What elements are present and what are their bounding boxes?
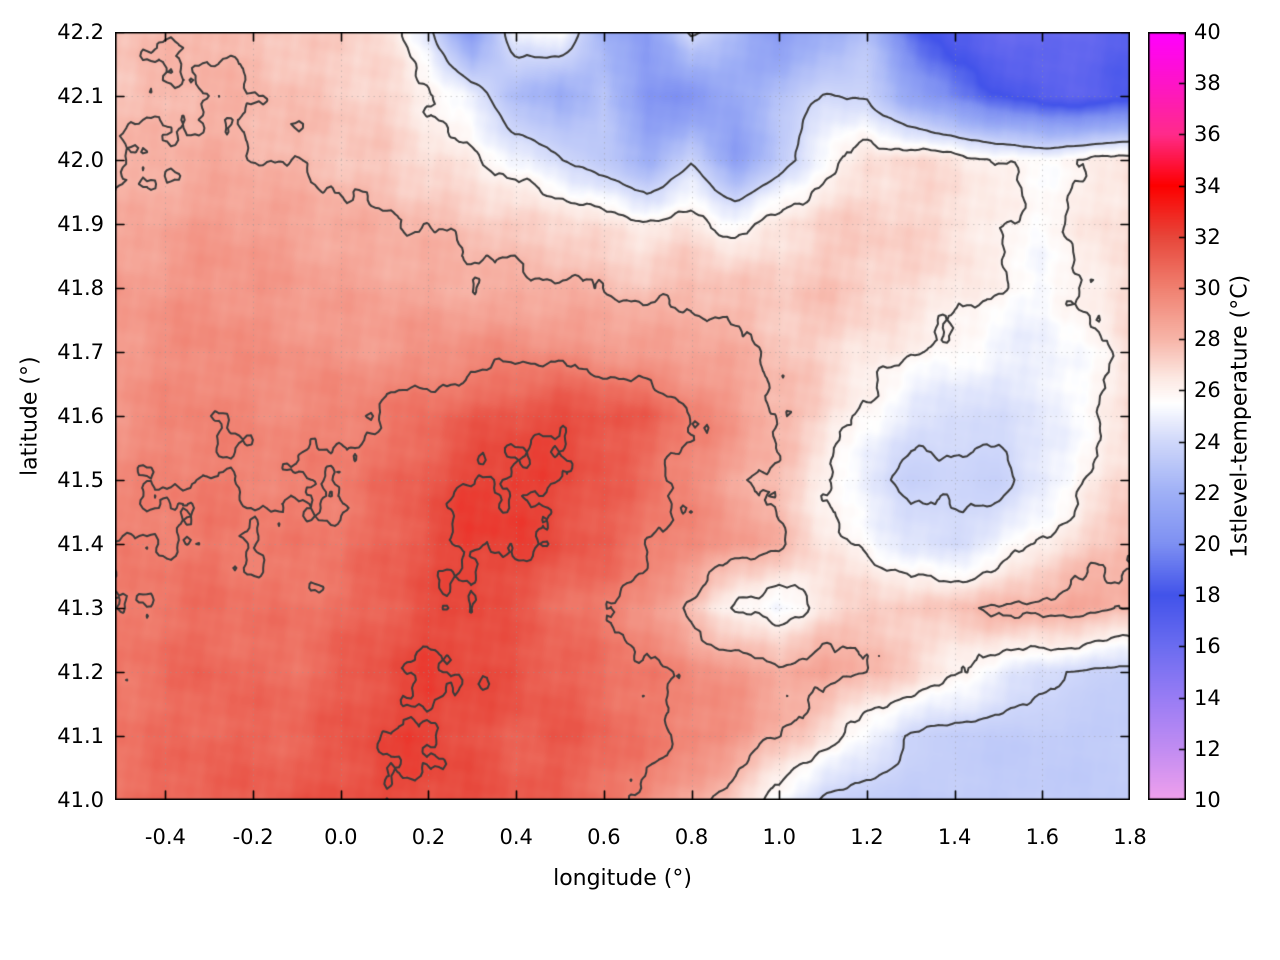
x-tick-label: 0.8 (674, 825, 709, 849)
heatmap-plot-canvas (115, 32, 1130, 800)
y-axis-label: latitude (°) (17, 356, 43, 476)
x-tick-label: 1.0 (762, 825, 796, 849)
x-tick-label: 1.4 (937, 825, 972, 849)
x-tick-label: 0.4 (499, 825, 533, 849)
x-axis-label: longitude (°) (553, 866, 692, 891)
x-tick-label: 0.2 (411, 825, 446, 849)
x-tick-label: -0.4 (144, 825, 186, 849)
x-tick-label: 1.8 (1113, 825, 1147, 849)
x-tick-label: 1.2 (850, 825, 884, 849)
colorbar-axis-label: 1stlevel-temperature (°C) (1227, 274, 1253, 558)
x-tick-label: 0.6 (587, 825, 621, 849)
colorbar-canvas (1148, 32, 1186, 800)
x-tick-label: 0.0 (324, 825, 358, 849)
x-tick-label: 1.6 (1025, 825, 1059, 849)
x-tick-label: -0.2 (232, 825, 274, 849)
